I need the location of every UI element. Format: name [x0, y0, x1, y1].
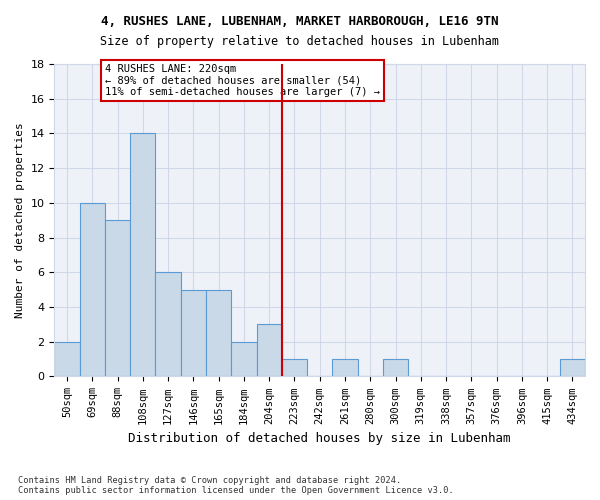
- Bar: [560, 359, 585, 376]
- Bar: [383, 359, 408, 376]
- Bar: [55, 342, 80, 376]
- Bar: [282, 359, 307, 376]
- Bar: [155, 272, 181, 376]
- Text: 4 RUSHES LANE: 220sqm
← 89% of detached houses are smaller (54)
11% of semi-deta: 4 RUSHES LANE: 220sqm ← 89% of detached …: [105, 64, 380, 97]
- Text: Contains HM Land Registry data © Crown copyright and database right 2024.
Contai: Contains HM Land Registry data © Crown c…: [18, 476, 454, 495]
- Bar: [105, 220, 130, 376]
- Text: 4, RUSHES LANE, LUBENHAM, MARKET HARBOROUGH, LE16 9TN: 4, RUSHES LANE, LUBENHAM, MARKET HARBORO…: [101, 15, 499, 28]
- Bar: [332, 359, 358, 376]
- Bar: [206, 290, 231, 376]
- Bar: [80, 203, 105, 376]
- Bar: [257, 324, 282, 376]
- Bar: [231, 342, 257, 376]
- Text: Size of property relative to detached houses in Lubenham: Size of property relative to detached ho…: [101, 35, 499, 48]
- Y-axis label: Number of detached properties: Number of detached properties: [15, 122, 25, 318]
- Bar: [181, 290, 206, 376]
- Bar: [130, 134, 155, 376]
- X-axis label: Distribution of detached houses by size in Lubenham: Distribution of detached houses by size …: [128, 432, 511, 445]
